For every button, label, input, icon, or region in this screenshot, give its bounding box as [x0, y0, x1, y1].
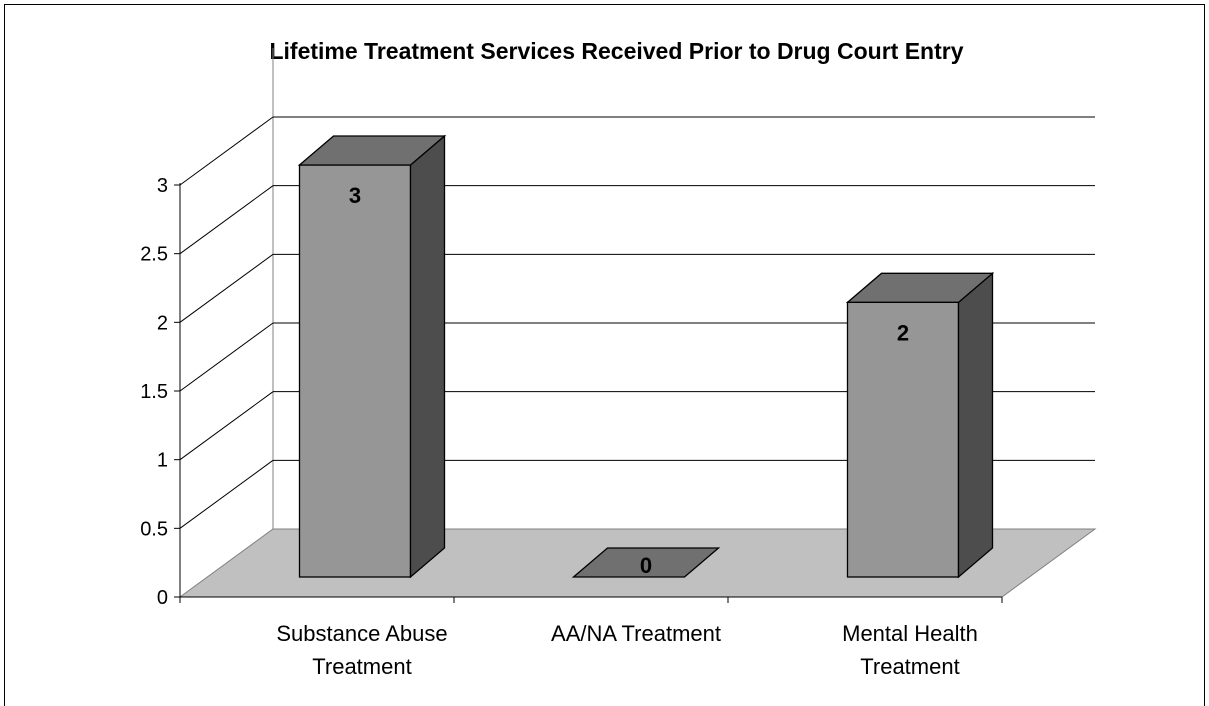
data-label: 2	[897, 320, 909, 345]
y-tick-label: 2.5	[140, 244, 168, 266]
y-tick-label: 2	[157, 312, 168, 334]
y-tick-label: 0	[157, 587, 168, 609]
y-tick-label: 3	[157, 175, 168, 197]
gridline-side	[179, 185, 274, 255]
bar-front	[846, 301, 960, 578]
gridline-side	[179, 116, 274, 186]
x-category-label: Treatment	[860, 654, 959, 679]
gridline-side	[179, 322, 274, 392]
bar-top	[571, 547, 721, 578]
bar-side	[957, 271, 994, 579]
x-category-label: Mental Health	[842, 621, 978, 646]
data-label: 3	[349, 183, 361, 208]
gridline-side	[179, 253, 274, 323]
gridline-side	[179, 459, 274, 529]
bar-top	[297, 135, 447, 166]
x-category-label: AA/NA Treatment	[551, 621, 721, 646]
bar-front	[298, 164, 412, 578]
chart-frame	[4, 4, 1205, 706]
y-tick-label: 1.5	[140, 381, 168, 403]
y-tick-label: 0.5	[140, 518, 168, 540]
x-category-label: Treatment	[312, 654, 411, 679]
chart-title: Lifetime Treatment Services Received Pri…	[269, 38, 964, 64]
y-tick-label: 1	[157, 450, 168, 472]
bar-top	[845, 272, 995, 303]
bar-side	[409, 134, 446, 579]
gridline-side	[179, 391, 274, 461]
data-label: 0	[640, 553, 652, 578]
x-category-label: Substance Abuse	[276, 621, 447, 646]
